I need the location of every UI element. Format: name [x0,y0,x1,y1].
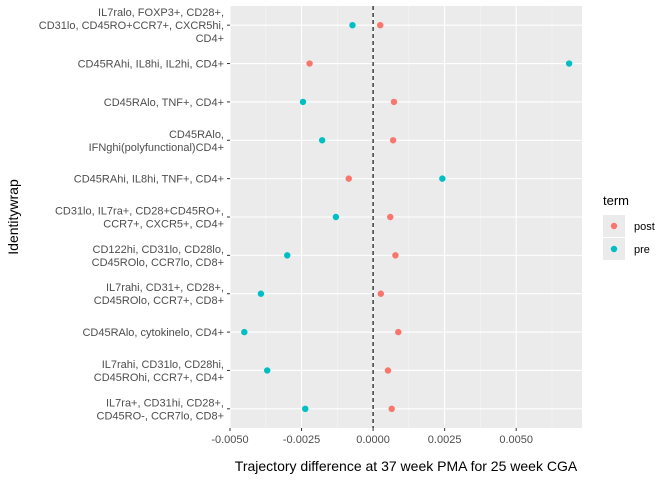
legend-label-post: post [634,221,655,233]
y-tick-label: IL7rahi, CD31lo, CD28hi, CD45ROhi, CCR7+,… [94,359,224,384]
y-tick-label: IL7ralo, FOXP3+, CD28+, CD31lo, CD45RO+CC… [39,7,224,45]
y-axis: IL7ralo, FOXP3+, CD28+, CD31lo, CD45RO+CC… [39,7,230,422]
post-point [388,405,395,413]
pre-point [241,328,248,336]
pre-point [565,60,573,67]
post-point [306,60,313,67]
y-tick-label-line: CD45RAhi, IL8hi, IL2hi, CD4+ [78,59,224,71]
y-tick-label-line: CD31lo, CD45RO+CCR7+, CXCR5hi, [39,20,224,32]
pre-point [264,367,271,374]
y-tick-label-line: CD4+ [196,33,224,45]
legend-key-post [610,222,618,230]
data-points [241,21,573,413]
y-tick-label-line: CD45ROlo, CCR7+, CD8+ [94,295,224,307]
x-tick-label: -0.0050 [211,434,248,446]
legend-label-pre: pre [634,244,650,256]
y-tick-label-line: IL7rahi, CD31+, CD28+, [106,282,224,294]
pre-point [257,290,265,297]
post-point [389,137,397,144]
pre-point [302,405,309,413]
pre-point [349,21,356,29]
y-tick-label-line: CD122hi, CD31lo, CD28lo, [93,244,224,256]
x-tick-label: 0.0025 [428,434,462,446]
legend-key-pre [610,245,618,253]
pre-point [299,98,307,106]
pre-point [332,213,340,221]
x-axis-title: Trajectory difference at 37 week PMA for… [235,458,578,474]
post-point [345,175,352,182]
y-tick-label: IL7rahi, CD31+, CD28+, CD45ROlo, CCR7+, C… [94,282,224,307]
post-point [384,367,392,374]
x-axis: -0.0050 -0.0025 0.0000 0.0025 0.0050 [211,428,533,446]
y-tick-label-line: CD45RAlo, [169,129,224,141]
y-tick-label-line: CD45RO-, CCR7lo, CD8+ [97,410,224,422]
post-point [377,290,385,297]
y-tick-label-line: CD45RAlo, cytokinelo, CD4+ [82,327,224,339]
y-tick-label-line: IL7ra+, CD31hi, CD28+, [106,397,224,409]
y-tick-label-line: CD45RAlo, TNF+, CD4+ [104,97,224,109]
legend-title: term [603,193,629,208]
x-tick-label: -0.0025 [283,434,320,446]
y-tick-label-line: IL7ralo, FOXP3+, CD28+, [98,7,224,19]
post-point [392,252,399,259]
pre-point [284,252,291,259]
y-tick-label-line: CCR7+, CXCR5+, CD4+ [103,219,224,231]
legend: term post pre [603,193,655,260]
post-point [377,21,384,29]
post-point [390,98,398,106]
y-tick-label: CD45RAlo, TNF+, CD4+ [104,97,224,109]
y-tick-label-line: CD31lo, IL7ra+, CD28+CD45RO+, [55,206,224,218]
y-tick-label: CD31lo, IL7ra+, CD28+CD45RO+, CCR7+, CXCR… [55,206,224,231]
pre-point [439,175,446,182]
x-tick-label: 0.0050 [499,434,533,446]
y-tick-label-line: IFNghi(polyfunctional)CD4+ [89,142,224,154]
y-tick-label: CD122hi, CD31lo, CD28lo, CD45ROlo, CCR7lo… [92,244,224,269]
x-tick-label: 0.0000 [356,434,390,446]
post-point [395,328,402,336]
post-point [387,213,394,221]
y-tick-label-line: CD45RAhi, IL8hi, TNF+, CD4+ [74,174,224,186]
y-tick-label-line: CD45ROlo, CCR7lo, CD8+ [92,257,224,269]
y-tick-label: CD45RAhi, IL8hi, TNF+, CD4+ [74,174,224,186]
y-tick-label: CD45RAlo, cytokinelo, CD4+ [82,327,224,339]
pre-point [318,137,326,144]
y-tick-label: IL7ra+, CD31hi, CD28+, CD45RO-, CCR7lo, C… [97,397,224,422]
y-tick-label: CD45RAhi, IL8hi, IL2hi, CD4+ [78,59,224,71]
y-tick-label: CD45RAlo, IFNghi(polyfunctional)CD4+ [89,129,224,154]
y-axis-title: Identitywrap [5,179,21,255]
y-tick-label-line: IL7rahi, CD31lo, CD28hi, [102,359,224,371]
y-tick-label-line: CD45ROhi, CCR7+, CD4+ [94,372,224,384]
